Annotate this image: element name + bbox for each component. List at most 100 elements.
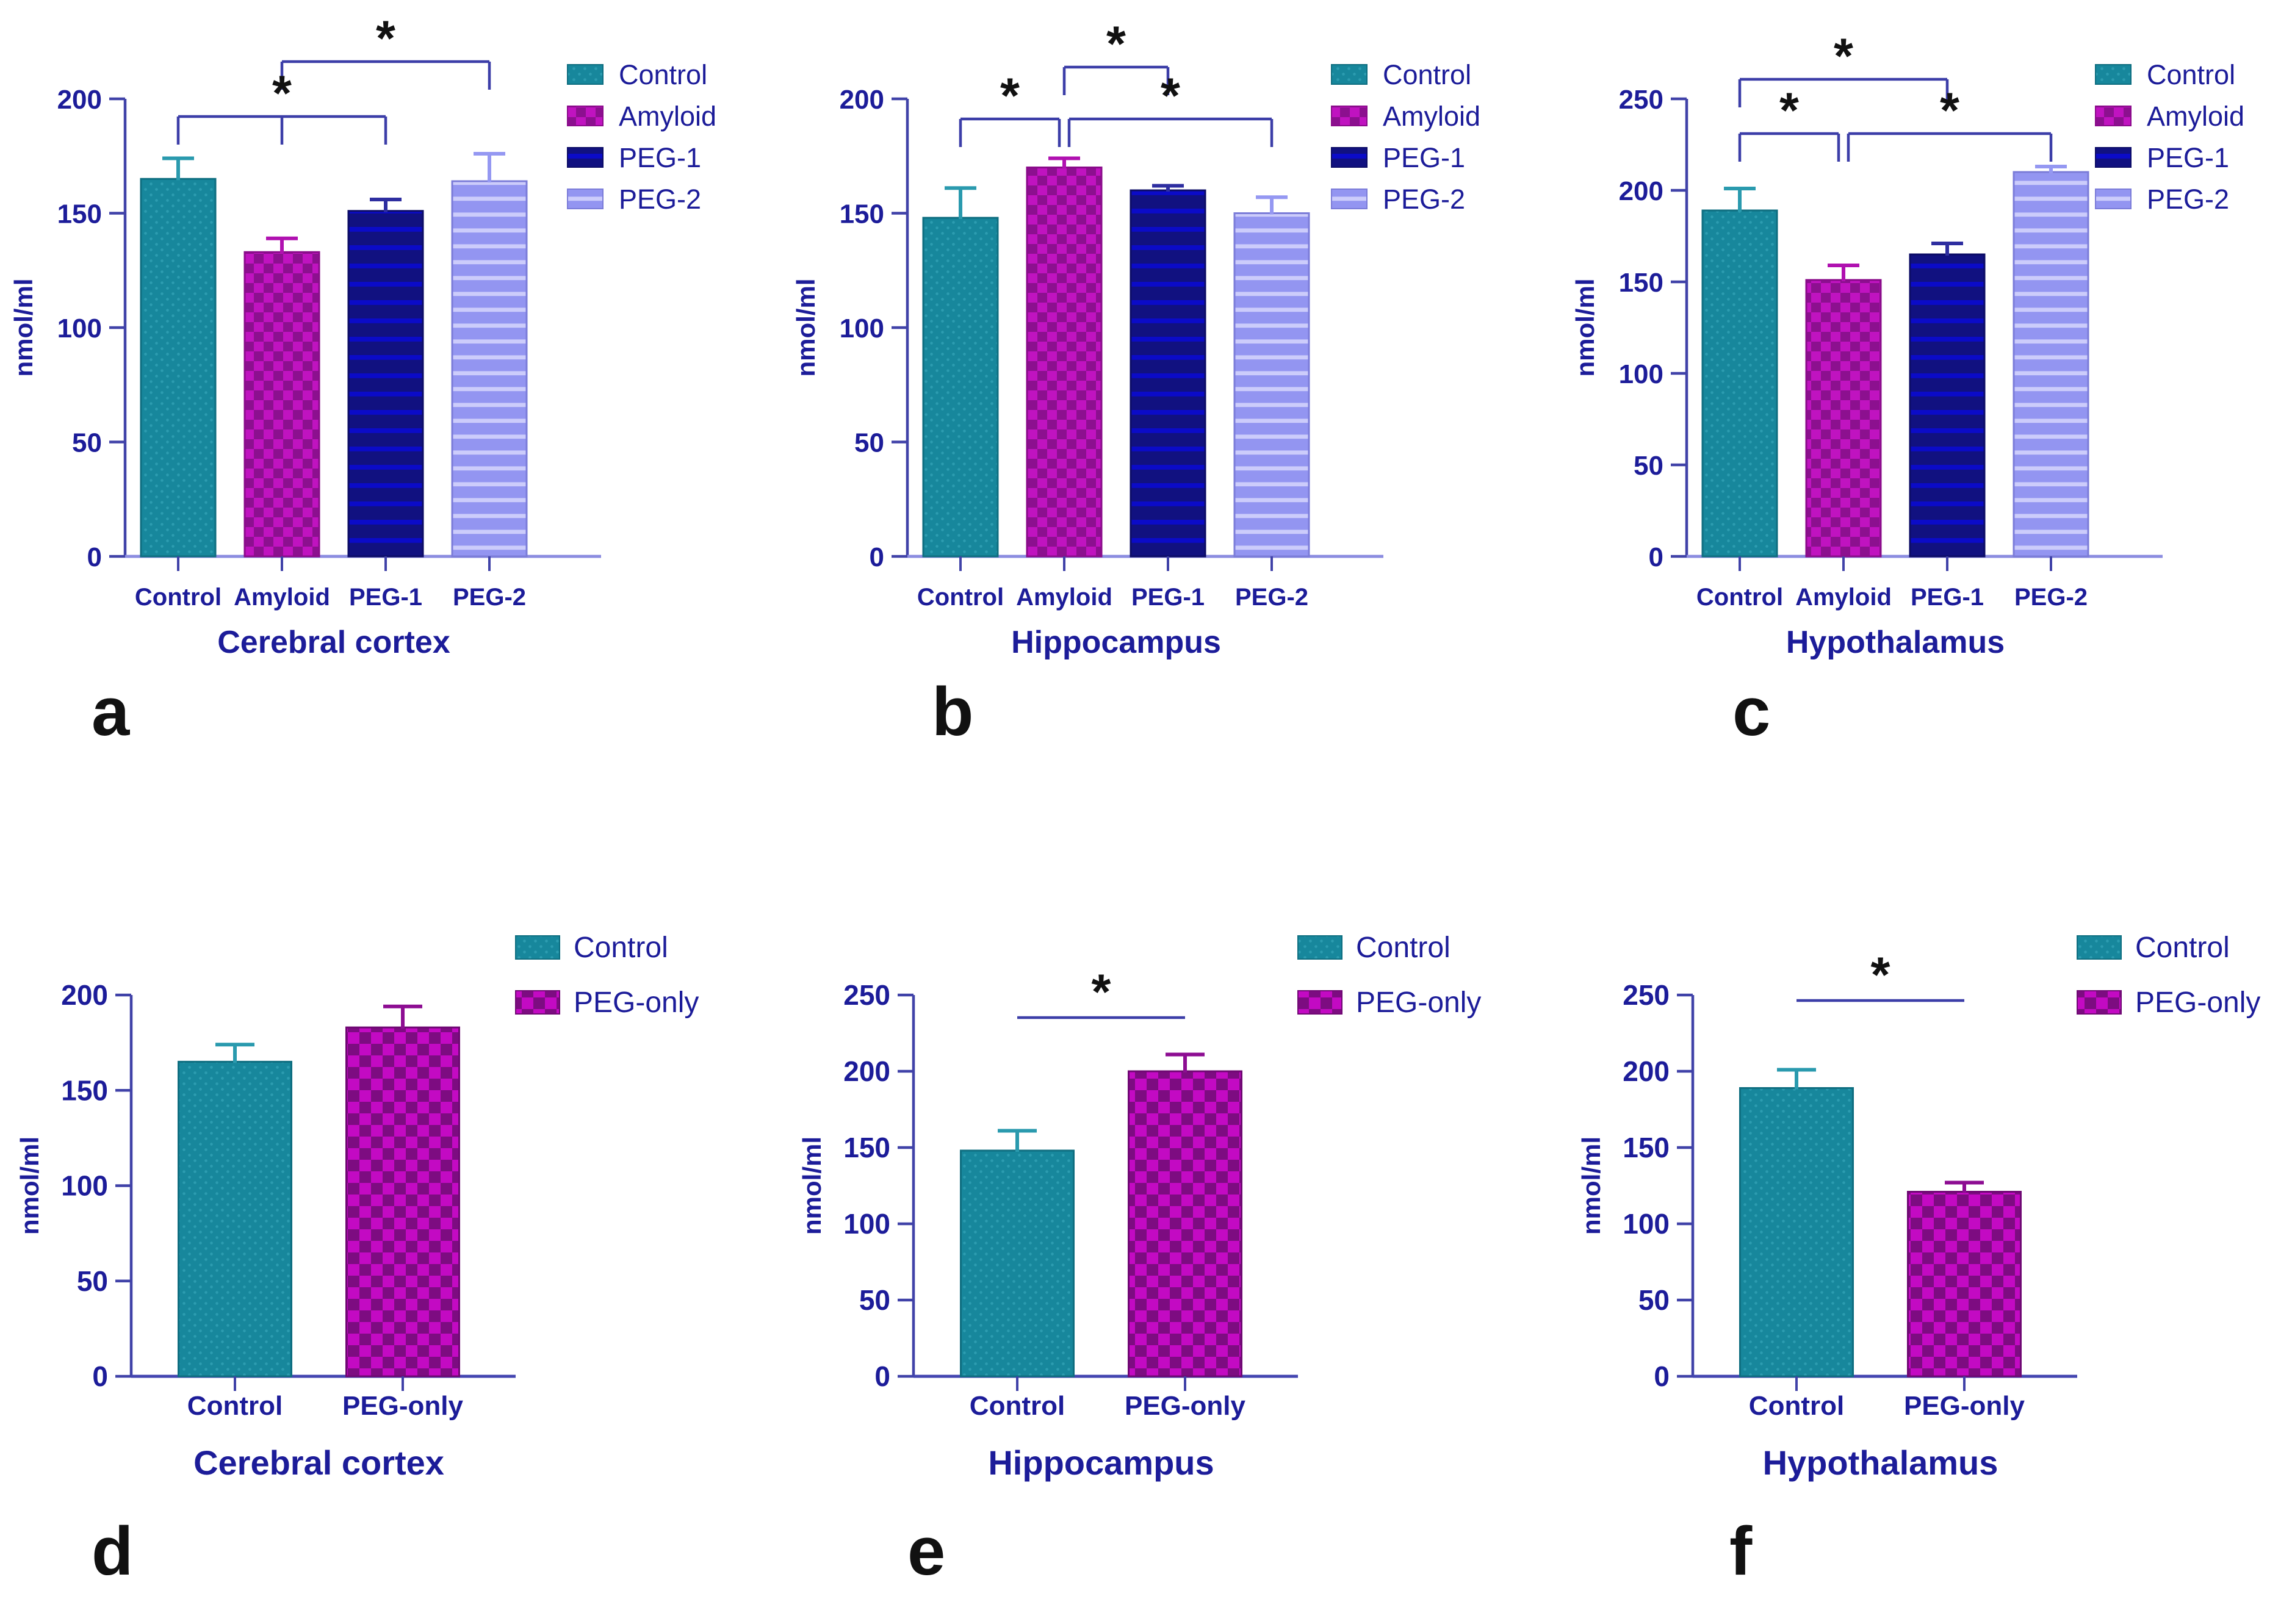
y-tick-label: 250: [1623, 979, 1670, 1011]
y-tick-label: 250: [1619, 85, 1663, 115]
legend-swatch-peg-only: [2077, 990, 2122, 1015]
y-axis-title: nmol/ml: [798, 1137, 826, 1235]
bar-amyloid: [1805, 279, 1882, 558]
region-title: Hippocampus: [988, 1443, 1214, 1482]
y-tick-label: 50: [1634, 451, 1663, 481]
legend-label: Amyloid: [619, 101, 716, 132]
panel-e-chart: 0 50 100 150 200 250 nmol/ml Control PEG-only Hip…: [798, 932, 1481, 1589]
legend-label: Control: [2135, 932, 2230, 964]
y-tick-label: 150: [61, 1074, 108, 1106]
legend-swatch-peg-only: [1297, 990, 1342, 1015]
y-tick-label: 200: [840, 85, 884, 115]
y-tick-label: 100: [840, 314, 884, 343]
legend-label: Control: [2147, 59, 2235, 90]
region-title: Cerebral cortex: [193, 1443, 444, 1482]
legend-swatch-control: [2095, 64, 2132, 85]
panel-b-chart: 0 50 100 150 200 nmol/ml Control Amyloid PEG-1 PE…: [791, 16, 1480, 750]
panel-a-chart: 0 50 100 150 200 nmol/ml Control Amyloid PEG-1 PE…: [9, 11, 716, 750]
y-tick-label: 150: [1619, 268, 1663, 298]
x-category-label: Control: [917, 584, 1004, 611]
legend-label: PEG-only: [1356, 986, 1481, 1019]
x-category-label: Control: [1696, 584, 1783, 611]
y-tick-label: 0: [870, 542, 884, 572]
x-category-label: Control: [1749, 1391, 1844, 1421]
panel-c-chart: 0 50 100 150 200 250 nmol/ml Control Amyloid PEG-…: [1571, 29, 2244, 750]
bar-peg-only: [1128, 1070, 1242, 1378]
x-category-label: PEG-only: [1125, 1391, 1246, 1421]
region-title: Cerebral cortex: [217, 625, 450, 660]
bar-control: [140, 178, 217, 558]
y-tick-label: 200: [843, 1055, 890, 1087]
legend-swatch-control: [515, 935, 560, 960]
panel-letter: c: [1732, 674, 1770, 750]
y-axis-title: nmol/ml: [1577, 1137, 1605, 1235]
y-tick-label: 150: [57, 199, 102, 229]
x-category-label: Amyloid: [1795, 584, 1892, 611]
legend-swatch-control: [567, 64, 604, 85]
y-tick-label: 50: [1638, 1284, 1670, 1316]
legend-swatch-amyloid: [1331, 106, 1368, 126]
legend-label: Control: [574, 932, 668, 964]
legend-swatch-peg-2: [567, 189, 604, 209]
y-tick-label: 250: [843, 979, 890, 1011]
x-category-label: PEG-2: [453, 584, 526, 611]
legend-swatch-peg-1: [2095, 147, 2132, 168]
y-axis-title: nmol/ml: [791, 278, 820, 376]
y-tick-label: 50: [77, 1265, 108, 1297]
legend-swatch-control: [1297, 935, 1342, 960]
bar-control: [178, 1060, 292, 1378]
legend-label: Amyloid: [1383, 101, 1480, 132]
bar-peg-1: [347, 210, 424, 558]
x-category-label: Control: [970, 1391, 1065, 1421]
y-tick-label: 0: [1649, 542, 1663, 572]
significance-star: *: [1106, 16, 1126, 72]
y-axis-title: nmol/ml: [9, 278, 38, 376]
legend-label: PEG-2: [1383, 184, 1465, 215]
significance-star: *: [272, 66, 292, 121]
legend-swatch-amyloid: [2095, 106, 2132, 126]
bar-amyloid: [1026, 167, 1103, 558]
x-category-label: PEG-only: [1904, 1391, 2025, 1421]
x-category-label: PEG-1: [1911, 584, 1984, 611]
bar-control: [960, 1149, 1075, 1378]
significance-star: *: [376, 11, 395, 66]
bar-peg-2: [451, 180, 528, 558]
significance-star: *: [1161, 68, 1180, 124]
significance-star: *: [1871, 947, 1890, 1003]
panel-letter: f: [1729, 1513, 1753, 1589]
legend-label: PEG-2: [619, 184, 701, 215]
x-category-label: Amyloid: [234, 584, 330, 611]
y-tick-label: 50: [854, 428, 884, 458]
bar-control: [1739, 1087, 1854, 1378]
legend-label: PEG-2: [2147, 184, 2229, 215]
legend-swatch-peg-2: [1331, 189, 1368, 209]
legend-swatch-amyloid: [567, 106, 604, 126]
bar-control: [1701, 209, 1778, 558]
y-tick-label: 50: [859, 1284, 890, 1316]
legend-swatch-peg-only: [515, 990, 560, 1015]
y-tick-label: 0: [87, 542, 102, 572]
bar-peg-1: [1909, 253, 1986, 558]
legend-swatch-peg-2: [2095, 189, 2132, 209]
y-tick-label: 100: [1623, 1208, 1670, 1240]
significance-star: *: [1000, 68, 1020, 124]
y-tick-label: 200: [61, 979, 108, 1011]
x-category-label: PEG-1: [1131, 584, 1205, 611]
legend-label: PEG-1: [1383, 142, 1465, 173]
legend-label: PEG-only: [2135, 986, 2260, 1019]
y-axis-title: nmol/ml: [1571, 278, 1599, 376]
panel-d-chart: 0 50 100 150 200 nmol/ml Control PEG-only Cerebr…: [15, 932, 699, 1589]
y-tick-label: 150: [843, 1132, 890, 1163]
legend-label: Control: [1383, 59, 1471, 90]
legend-label: Control: [619, 59, 707, 90]
legend-label: PEG-only: [574, 986, 699, 1019]
y-tick-label: 50: [72, 428, 102, 458]
y-tick-label: 200: [57, 85, 102, 115]
bar-peg-2: [2013, 171, 2089, 558]
legend-label: Amyloid: [2147, 101, 2244, 132]
region-title: Hypothalamus: [1763, 1443, 1998, 1482]
y-tick-label: 0: [92, 1360, 108, 1392]
legend-swatch-control: [2077, 935, 2122, 960]
x-category-label: PEG-2: [1235, 584, 1308, 611]
